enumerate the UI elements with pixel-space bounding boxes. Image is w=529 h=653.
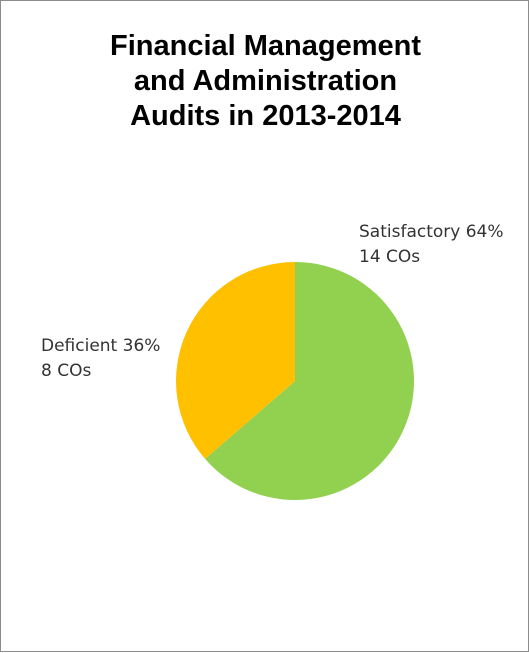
data-label-satisfactory: Satisfactory 64% 14 COs [359, 220, 504, 270]
data-label-satisfactory-count: 14 COs [359, 247, 421, 267]
chart-title-line-1: Financial Management [109, 30, 421, 62]
chart-title-line-2: and Administration [133, 65, 398, 97]
data-label-deficient: Deficient 36% 8 COs [41, 334, 160, 384]
data-label-deficient-name-percent: Deficient 36% [41, 336, 161, 356]
data-label-deficient-count: 8 COs [41, 361, 92, 381]
pie-slice-satisfactory [205, 262, 414, 500]
chart-title-line-3: Audits in 2013-2014 [130, 100, 401, 132]
chart-title: Financial Management and Administration … [1, 29, 529, 134]
pie-slice-deficient [176, 262, 295, 459]
data-label-satisfactory-name-percent: Satisfactory 64% [359, 222, 504, 242]
